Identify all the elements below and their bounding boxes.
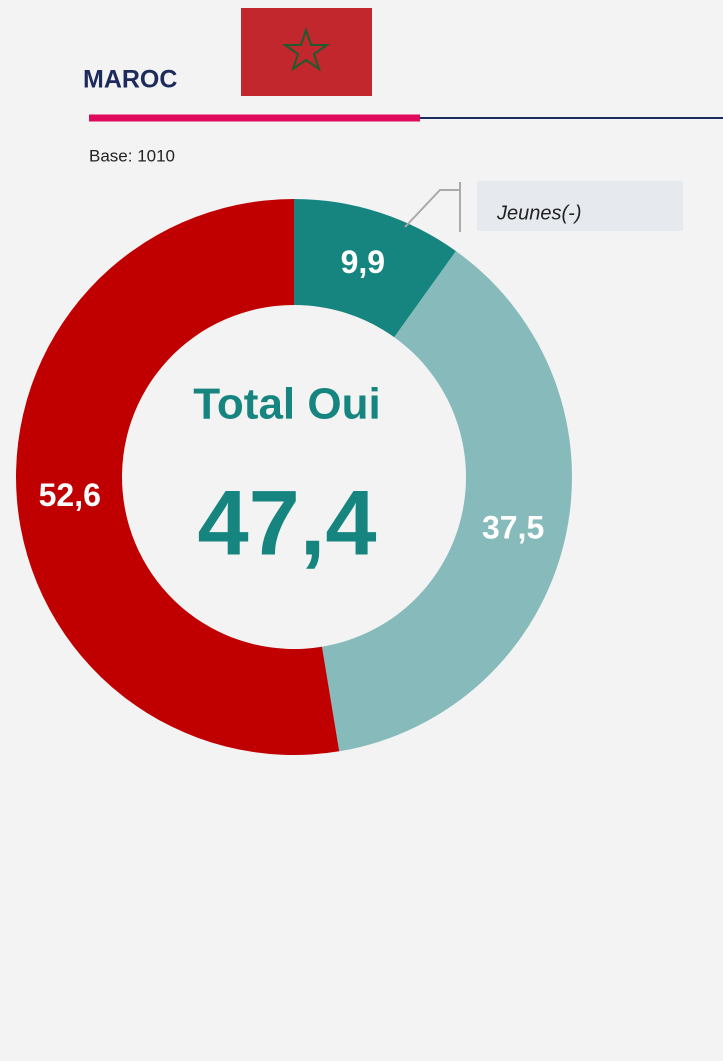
callout: Jeunes(-) [404,181,683,232]
center-title: Total Oui [193,380,380,429]
data-label: 9,9 [341,244,385,280]
callout-leader [404,189,460,228]
callout-box [477,181,683,231]
data-label: 52,6 [39,477,101,513]
chart-title: MAROC [83,66,177,94]
donut-segment [294,199,456,338]
flag-star [281,26,331,72]
flag [241,8,372,96]
data-label: 37,5 [482,510,544,546]
center-value: 47,4 [197,472,376,574]
callout-text: Jeunes(-) [496,202,581,224]
donut-segment [16,199,340,755]
subtitle: Base: 1010 [89,146,175,165]
flag-field [241,8,372,96]
donut-segment [321,251,572,752]
